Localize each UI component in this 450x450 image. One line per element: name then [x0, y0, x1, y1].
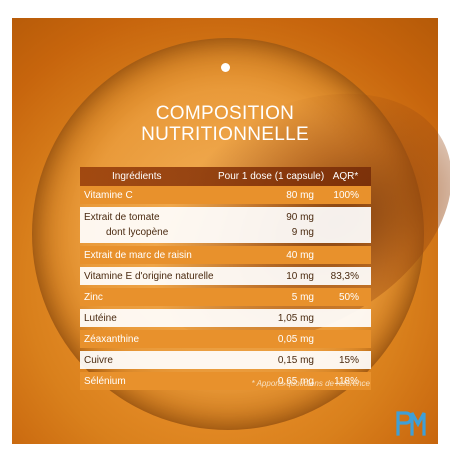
row-name: Extrait de tomate: [84, 212, 160, 223]
hang-hole: [221, 63, 230, 72]
row-name: Extrait de marc de raisin: [84, 249, 192, 261]
row-aqr: 100%: [333, 189, 359, 201]
header-aqr: AQR*: [332, 171, 359, 182]
row-amount: 0,65 mg: [277, 375, 314, 387]
table-header: Ingrédients Pour 1 dose (1 capsule) AQR*: [80, 167, 371, 186]
row-name: Zéaxanthine: [84, 333, 140, 345]
table-row: Zinc 5 mg 50%: [80, 288, 371, 306]
row-amount: 40 mg: [286, 249, 314, 261]
header-ingredients: Ingrédients: [112, 171, 162, 182]
nutrition-table: Ingrédients Pour 1 dose (1 capsule) AQR*…: [80, 167, 371, 390]
pm-logo-icon: [396, 411, 426, 436]
row-sub-amount: 9 mg: [291, 227, 314, 238]
table-row: Sélénium 0,65 mg 118%: [80, 372, 371, 390]
row-name: Lutéine: [84, 312, 117, 324]
table-row: Zéaxanthine 0,05 mg: [80, 330, 371, 348]
row-amount: 1,05 mg: [277, 312, 314, 324]
row-aqr: 15%: [338, 354, 359, 366]
row-aqr: 118%: [334, 375, 359, 387]
table-row: Lutéine 1,05 mg: [80, 309, 371, 327]
header-dose: Pour 1 dose (1 capsule): [218, 171, 325, 182]
row-aqr: 83,3%: [330, 270, 359, 282]
row-sub-name: dont lycopène: [106, 227, 169, 238]
row-aqr: 50%: [338, 291, 359, 303]
table-row: Vitamine C 80 mg 100%: [80, 186, 371, 204]
row-amount: 80 mg: [286, 189, 314, 201]
row-name: Sélénium: [84, 375, 126, 387]
table-row: Extrait de tomate dont lycopène 90 mg 9 …: [80, 207, 371, 243]
row-amount: 10 mg: [286, 270, 314, 282]
row-amount: 0,05 mg: [277, 333, 314, 345]
table-row: Extrait de marc de raisin 40 mg: [80, 246, 371, 264]
row-amount: 0,15 mg: [277, 354, 314, 366]
table-row: Vitamine E d'origine naturelle 10 mg 83,…: [80, 267, 371, 285]
row-name: Vitamine E d'origine naturelle: [84, 270, 214, 282]
row-name: Vitamine C: [84, 189, 133, 201]
row-name: Cuivre: [84, 354, 113, 366]
row-amount: 5 mg: [291, 291, 314, 303]
table-row: Cuivre 0,15 mg 15%: [80, 351, 371, 369]
row-amount: 90 mg: [286, 212, 314, 223]
title-line-2: NUTRITIONNELLE: [141, 124, 309, 145]
title-line-1: COMPOSITION: [155, 103, 295, 124]
footnote: * Apports quotidiens de référence: [251, 379, 370, 388]
row-name: Zinc: [84, 291, 103, 303]
